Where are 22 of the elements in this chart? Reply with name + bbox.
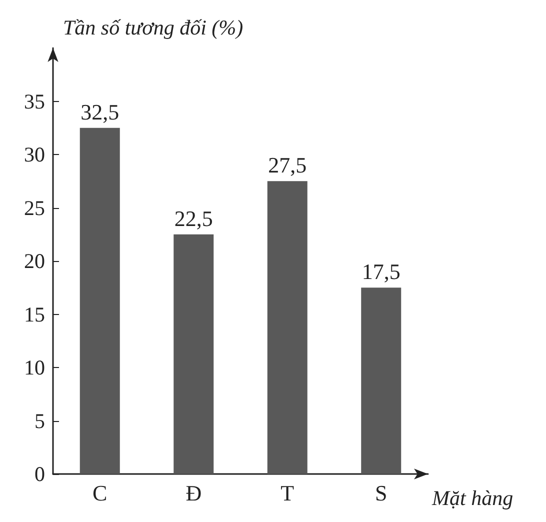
y-tick-label: 20: [24, 249, 45, 273]
bar: [174, 234, 214, 474]
bar: [80, 128, 120, 474]
data-label: 32,5: [80, 99, 120, 124]
y-tick-label: 30: [24, 142, 45, 166]
x-tick-label: S: [375, 480, 388, 506]
bar: [361, 288, 402, 474]
data-label: 22,5: [174, 206, 213, 231]
data-label: 27,5: [268, 152, 307, 178]
x-axis-title: Mặt hàng: [431, 486, 514, 510]
y-tick-label: 15: [24, 302, 45, 326]
x-tick-label: T: [280, 480, 295, 506]
y-tick-label: 0: [34, 462, 45, 486]
y-tick-label: 5: [34, 408, 45, 433]
bar: [267, 181, 308, 474]
x-tick-label: C: [92, 480, 108, 506]
data-label: 17,5: [362, 259, 400, 284]
y-tick-label: 25: [24, 196, 45, 220]
y-tick-label: 10: [24, 356, 45, 380]
y-axis-title: Tần số tương đối (%): [63, 16, 244, 40]
y-tick-label: 35: [24, 89, 45, 114]
x-tick-label: Đ: [186, 480, 202, 506]
